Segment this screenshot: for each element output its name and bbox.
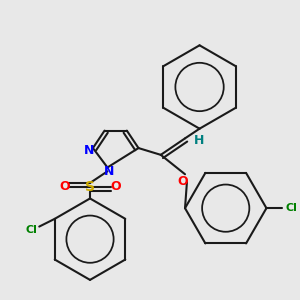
Text: N: N bbox=[84, 143, 94, 157]
Text: H: H bbox=[194, 134, 204, 147]
Text: O: O bbox=[110, 180, 121, 193]
Text: N: N bbox=[104, 165, 115, 178]
Text: O: O bbox=[59, 180, 70, 193]
Text: O: O bbox=[178, 176, 188, 188]
Text: Cl: Cl bbox=[286, 203, 298, 213]
Text: Cl: Cl bbox=[26, 226, 38, 236]
Text: S: S bbox=[85, 180, 95, 194]
